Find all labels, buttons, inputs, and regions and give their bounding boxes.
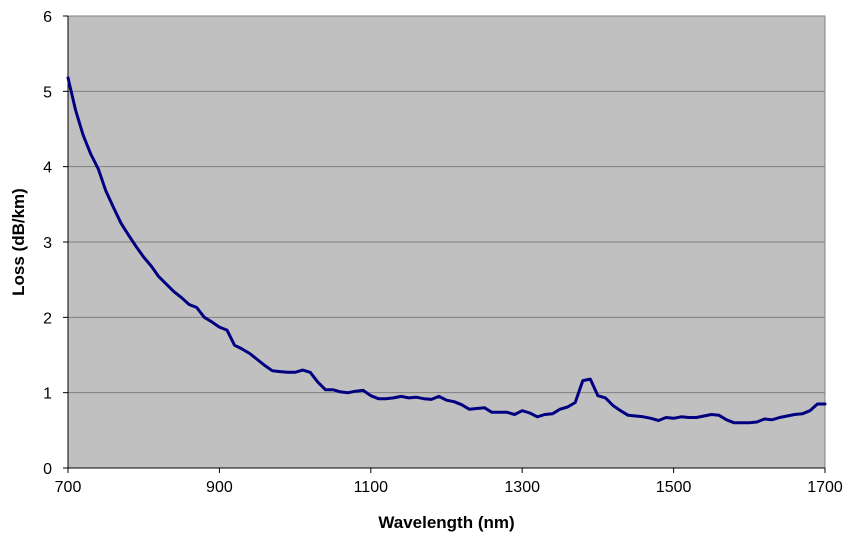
y-tick-label-3: 3 [43,235,52,252]
x-axis-ticks: 700 900 1100 1300 1500 1700 [55,468,843,496]
x-tick-label-1700: 1700 [807,479,843,496]
x-tick-label-1500: 1500 [656,479,692,496]
y-tick-label-1: 1 [43,386,52,403]
y-tick-label-6: 6 [43,9,52,26]
y-axis-title: Loss (dB/km) [9,188,28,296]
x-tick-label-900: 900 [206,479,233,496]
x-tick-label-1300: 1300 [504,479,540,496]
x-axis-title: Wavelength (nm) [378,513,514,532]
x-tick-label-1100: 1100 [354,479,389,496]
y-tick-label-0: 0 [43,461,52,478]
y-tick-label-2: 2 [43,310,52,327]
x-tick-label-700: 700 [55,479,82,496]
y-tick-label-4: 4 [43,160,52,177]
gridlines [68,15,825,394]
y-axis-ticks: 0 1 2 3 4 5 6 [43,9,68,478]
y-tick-label-5: 5 [43,84,52,101]
series-line-loss [66,76,827,425]
